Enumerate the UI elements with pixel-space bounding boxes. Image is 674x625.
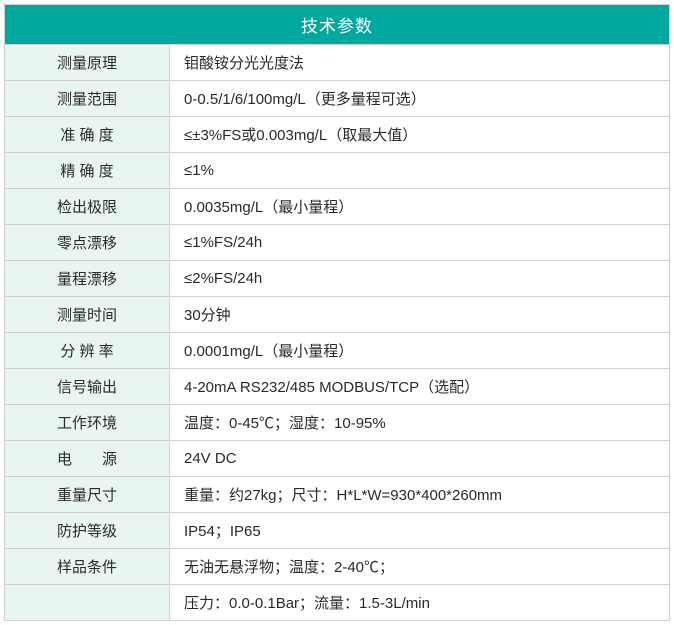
spec-value: ≤1% <box>170 153 669 188</box>
spec-label: 电 源 <box>5 441 170 476</box>
table-row: 零点漂移≤1%FS/24h <box>5 224 669 260</box>
spec-value: 无油无悬浮物；温度：2-40℃； <box>170 549 669 584</box>
spec-label: 量程漂移 <box>5 261 170 296</box>
spec-value: 0.0001mg/L（最小量程） <box>170 333 669 368</box>
spec-label: 准 确 度 <box>5 117 170 152</box>
spec-label: 测量时间 <box>5 297 170 332</box>
table-row: 工作环境温度：0-45℃；湿度：10-95% <box>5 404 669 440</box>
table-row: 精 确 度≤1% <box>5 152 669 188</box>
spec-value: 0-0.5/1/6/100mg/L（更多量程可选） <box>170 81 669 116</box>
table-body: 测量原理钼酸铵分光光度法测量范围0-0.5/1/6/100mg/L（更多量程可选… <box>5 44 669 620</box>
table-row: 测量原理钼酸铵分光光度法 <box>5 44 669 80</box>
spec-value: 钼酸铵分光光度法 <box>170 45 669 80</box>
spec-label: 工作环境 <box>5 405 170 440</box>
table-row: 检出极限0.0035mg/L（最小量程） <box>5 188 669 224</box>
spec-label: 分 辨 率 <box>5 333 170 368</box>
table-row: 信号输出4-20mA RS232/485 MODBUS/TCP（选配） <box>5 368 669 404</box>
spec-label: 零点漂移 <box>5 225 170 260</box>
spec-value: IP54；IP65 <box>170 513 669 548</box>
spec-label: 精 确 度 <box>5 153 170 188</box>
spec-value: ≤±3%FS或0.003mg/L（取最大值） <box>170 117 669 152</box>
spec-value: 30分钟 <box>170 297 669 332</box>
spec-value: 0.0035mg/L（最小量程） <box>170 189 669 224</box>
spec-label: 信号输出 <box>5 369 170 404</box>
spec-label: 防护等级 <box>5 513 170 548</box>
spec-value: 压力：0.0-0.1Bar；流量：1.5-3L/min <box>170 585 669 620</box>
table-row: 重量尺寸重量：约27kg；尺寸：H*L*W=930*400*260mm <box>5 476 669 512</box>
spec-value: 4-20mA RS232/485 MODBUS/TCP（选配） <box>170 369 669 404</box>
spec-label: 测量范围 <box>5 81 170 116</box>
spec-label <box>5 585 170 620</box>
table-row: 量程漂移≤2%FS/24h <box>5 260 669 296</box>
table-row: 样品条件无油无悬浮物；温度：2-40℃； <box>5 548 669 584</box>
spec-value: ≤2%FS/24h <box>170 261 669 296</box>
table-row: 电 源24V DC <box>5 440 669 476</box>
table-row: 分 辨 率0.0001mg/L（最小量程） <box>5 332 669 368</box>
spec-label: 测量原理 <box>5 45 170 80</box>
spec-value: 温度：0-45℃；湿度：10-95% <box>170 405 669 440</box>
spec-table: 技术参数 测量原理钼酸铵分光光度法测量范围0-0.5/1/6/100mg/L（更… <box>4 4 670 621</box>
spec-value: 重量：约27kg；尺寸：H*L*W=930*400*260mm <box>170 477 669 512</box>
table-row: 准 确 度≤±3%FS或0.003mg/L（取最大值） <box>5 116 669 152</box>
table-row: 测量范围0-0.5/1/6/100mg/L（更多量程可选） <box>5 80 669 116</box>
spec-label: 检出极限 <box>5 189 170 224</box>
spec-value: ≤1%FS/24h <box>170 225 669 260</box>
table-title: 技术参数 <box>5 5 669 44</box>
spec-label: 样品条件 <box>5 549 170 584</box>
table-row: 压力：0.0-0.1Bar；流量：1.5-3L/min <box>5 584 669 620</box>
table-row: 防护等级IP54；IP65 <box>5 512 669 548</box>
spec-label: 重量尺寸 <box>5 477 170 512</box>
spec-value: 24V DC <box>170 441 669 476</box>
table-row: 测量时间30分钟 <box>5 296 669 332</box>
